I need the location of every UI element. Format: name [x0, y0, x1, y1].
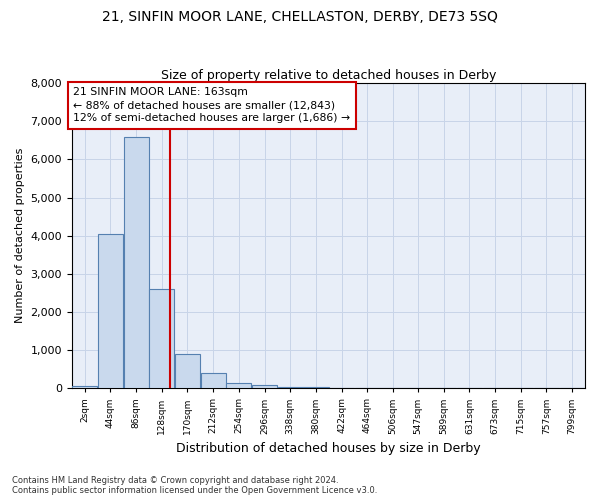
- Bar: [175, 354, 200, 388]
- Bar: [124, 136, 149, 388]
- Bar: [226, 382, 251, 388]
- Text: 21, SINFIN MOOR LANE, CHELLASTON, DERBY, DE73 5SQ: 21, SINFIN MOOR LANE, CHELLASTON, DERBY,…: [102, 10, 498, 24]
- Bar: [200, 374, 226, 388]
- Bar: [72, 386, 97, 388]
- Bar: [252, 386, 277, 388]
- X-axis label: Distribution of detached houses by size in Derby: Distribution of detached houses by size …: [176, 442, 481, 455]
- Bar: [98, 234, 123, 388]
- Text: 21 SINFIN MOOR LANE: 163sqm
← 88% of detached houses are smaller (12,843)
12% of: 21 SINFIN MOOR LANE: 163sqm ← 88% of det…: [73, 87, 350, 124]
- Text: Contains HM Land Registry data © Crown copyright and database right 2024.
Contai: Contains HM Land Registry data © Crown c…: [12, 476, 377, 495]
- Bar: [149, 289, 175, 388]
- Y-axis label: Number of detached properties: Number of detached properties: [15, 148, 25, 324]
- Title: Size of property relative to detached houses in Derby: Size of property relative to detached ho…: [161, 69, 496, 82]
- Bar: [278, 386, 303, 388]
